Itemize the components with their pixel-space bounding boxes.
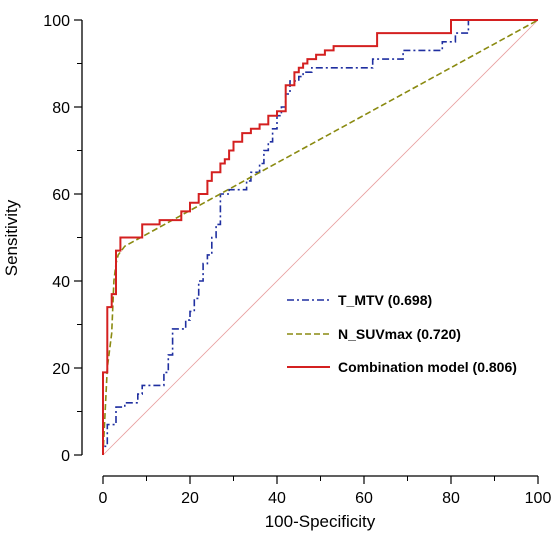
x-tick-label-0: 0 <box>99 490 108 507</box>
reference-layer <box>102 19 539 456</box>
legend-label-n-suvmax: N_SUVmax (0.720) <box>338 326 461 342</box>
x-tick-label-40: 40 <box>268 490 286 507</box>
legend: T_MTV (0.698) N_SUVmax (0.720) Combinati… <box>287 292 517 375</box>
ticks-layer: 0 20 40 60 80 100 0 20 40 60 80 100 <box>43 13 551 507</box>
y-tick-label-100: 100 <box>43 13 70 30</box>
x-axis-title: 100-Specificity <box>265 512 376 531</box>
y-axis-title: Sensitivity <box>2 199 21 276</box>
x-tick-label-60: 60 <box>355 490 373 507</box>
series-line-combination-model <box>102 19 538 455</box>
y-tick-label-20: 20 <box>52 361 70 378</box>
legend-label-t-mtv: T_MTV (0.698) <box>338 292 432 308</box>
y-tick-label-80: 80 <box>52 100 70 117</box>
series-layer <box>102 19 539 456</box>
x-tick-label-80: 80 <box>442 490 460 507</box>
y-tick-label-40: 40 <box>52 274 70 291</box>
x-tick-label-100: 100 <box>525 490 552 507</box>
y-tick-label-60: 60 <box>52 187 70 204</box>
legend-label-combination-model: Combination model (0.806) <box>338 359 517 375</box>
series-line-t-mtv <box>102 19 538 455</box>
reference-diagonal-line <box>102 19 539 456</box>
x-tick-label-20: 20 <box>181 490 199 507</box>
y-tick-label-0: 0 <box>61 448 70 465</box>
